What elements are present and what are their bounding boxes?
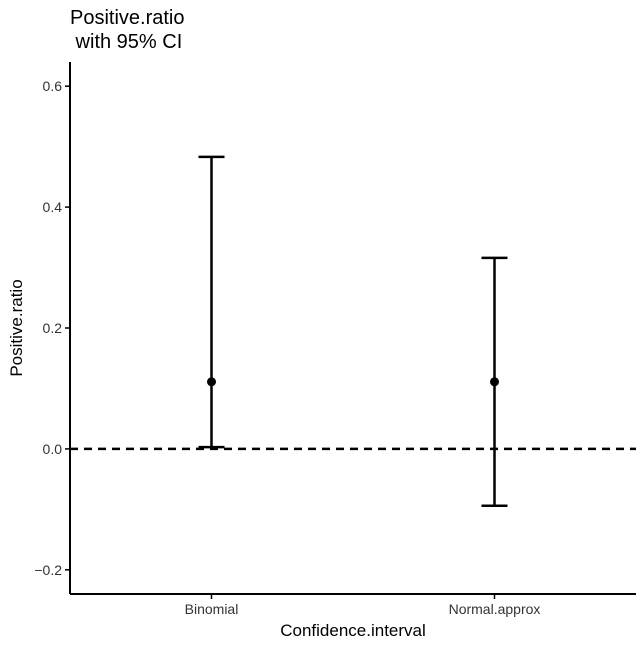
plot-area: −0.2 0.0 0.2 0.4 0.6 Binomial Normal.approx [34,62,636,617]
y-axis-title: Positive.ratio [7,279,26,376]
y-tick-label-4: 0.6 [43,78,63,94]
chart-title-line-2: with 95% CI [70,31,182,53]
point-estimate-binomial [207,377,216,387]
x-axis-title: Confidence.interval [280,621,426,640]
chart-title-line-1: Positive.ratio [70,7,185,29]
x-tick-label-1: Normal.approx [449,601,541,617]
x-tick-label-0: Binomial [185,601,239,617]
y-tick-label-3: 0.4 [43,199,63,215]
y-tick-label-2: 0.2 [43,320,63,336]
y-tick-label-0: −0.2 [34,562,62,578]
point-estimate-normal-approx [490,377,499,387]
y-tick-label-1: 0.0 [43,441,63,457]
chart-title: Positive.ratio with 95% CI [70,7,185,53]
